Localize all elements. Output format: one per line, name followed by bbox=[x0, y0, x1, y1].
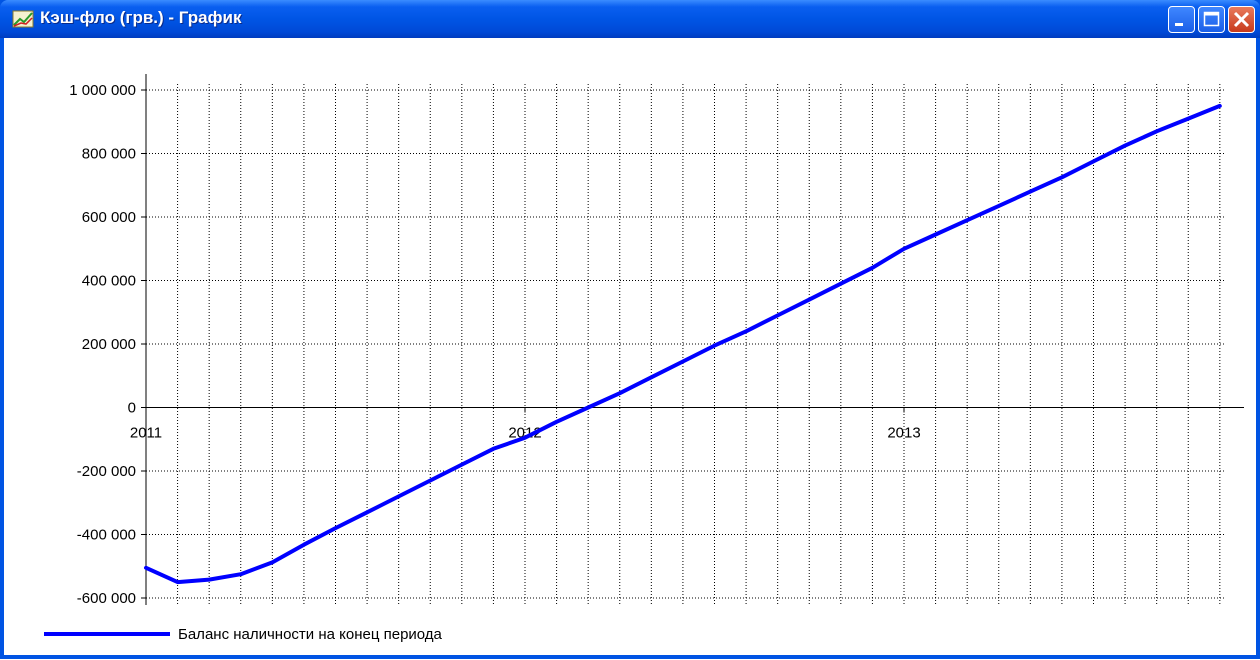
maximize-icon bbox=[1199, 7, 1224, 32]
x-tick-label: 2011 bbox=[130, 425, 162, 442]
y-tick-label: -200 000 bbox=[77, 463, 136, 480]
minimize-button[interactable] bbox=[1168, 6, 1195, 33]
y-tick-label: -400 000 bbox=[77, 527, 136, 544]
y-tick-label: 0 bbox=[128, 400, 136, 417]
title-bar[interactable]: Кэш-фло (грв.) - График bbox=[0, 0, 1260, 38]
y-tick-label: 400 000 bbox=[82, 273, 136, 290]
close-button[interactable] bbox=[1228, 6, 1255, 33]
chart-area: 1 000 000 800 000 600 000 400 000 200 000 0 -2… bbox=[4, 38, 1256, 655]
legend-label: Баланс наличности на конец периода bbox=[178, 626, 443, 643]
line-chart-icon bbox=[12, 9, 34, 29]
y-tick-label: 600 000 bbox=[82, 209, 136, 226]
x-tick-label: 2013 bbox=[887, 425, 920, 442]
y-tick-label: 200 000 bbox=[82, 336, 136, 353]
y-tick-label: 1 000 000 bbox=[69, 82, 136, 99]
window-title: Кэш-фло (грв.) - График bbox=[40, 8, 241, 28]
line-chart: 1 000 000 800 000 600 000 400 000 200 000 0 -2… bbox=[4, 38, 1256, 655]
maximize-button[interactable] bbox=[1198, 6, 1225, 33]
y-tick-label: 800 000 bbox=[82, 146, 136, 163]
minimize-icon bbox=[1169, 7, 1194, 32]
close-icon bbox=[1229, 7, 1254, 32]
y-tick-label: -600 000 bbox=[77, 590, 136, 607]
legend: Баланс наличности на конец периода bbox=[44, 626, 443, 643]
grid-lines bbox=[146, 84, 1226, 605]
y-axis-ticks: 1 000 000 800 000 600 000 400 000 200 000 0 -2… bbox=[69, 82, 146, 607]
window-bottom-border bbox=[0, 655, 1260, 659]
